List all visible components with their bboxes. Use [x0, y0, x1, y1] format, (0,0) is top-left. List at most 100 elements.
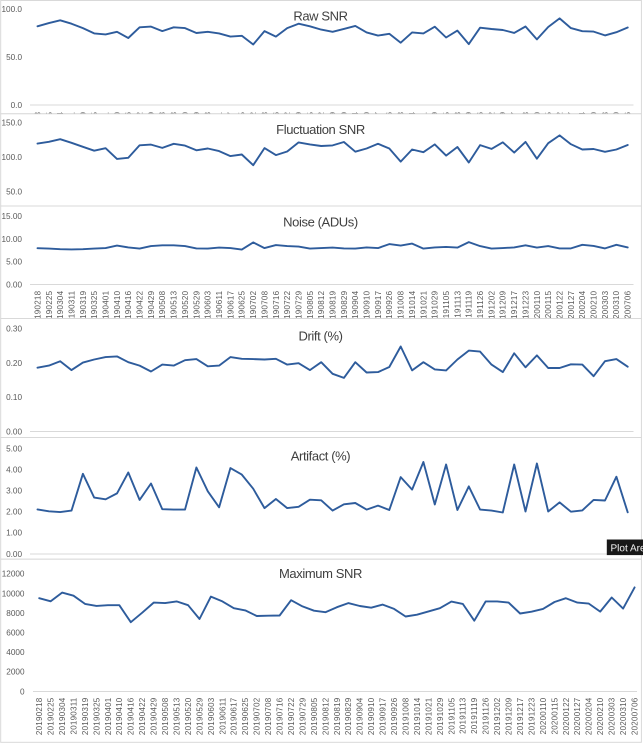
svg-text:6000: 6000 — [6, 629, 25, 638]
svg-text:20200210: 20200210 — [596, 697, 605, 735]
svg-text:10000: 10000 — [2, 589, 25, 598]
svg-text:5.00: 5.00 — [6, 445, 22, 454]
svg-text:Raw SNR: Raw SNR — [293, 9, 347, 24]
svg-text:20190812: 20190812 — [317, 290, 326, 328]
svg-text:12000: 12000 — [2, 570, 25, 579]
svg-text:20190904: 20190904 — [356, 697, 365, 735]
svg-text:20190702: 20190702 — [249, 290, 258, 328]
svg-text:20190910: 20190910 — [367, 697, 376, 735]
svg-text:20200210: 20200210 — [590, 290, 599, 328]
svg-text:0.20: 0.20 — [6, 359, 22, 368]
svg-text:20191014: 20191014 — [408, 290, 417, 328]
svg-text:20191021: 20191021 — [419, 290, 428, 328]
svg-text:20190729: 20190729 — [298, 697, 307, 735]
svg-text:20190611: 20190611 — [215, 290, 224, 327]
svg-text:20191029: 20191029 — [431, 290, 440, 328]
svg-text:20191126: 20191126 — [482, 697, 491, 734]
svg-text:8000: 8000 — [6, 609, 25, 618]
svg-text:20190410: 20190410 — [115, 697, 124, 735]
svg-text:20200310: 20200310 — [619, 697, 628, 735]
svg-text:20190225: 20190225 — [45, 290, 54, 328]
svg-text:0.00: 0.00 — [6, 550, 22, 559]
svg-text:20190904: 20190904 — [351, 290, 360, 328]
svg-text:20191008: 20191008 — [397, 290, 406, 328]
svg-text:20191119: 20191119 — [470, 697, 479, 734]
svg-text:20190910: 20190910 — [363, 290, 372, 328]
svg-text:20190416: 20190416 — [127, 697, 136, 735]
svg-text:20190722: 20190722 — [287, 697, 296, 735]
svg-text:20190729: 20190729 — [294, 290, 303, 328]
svg-text:Artifact (%): Artifact (%) — [291, 449, 351, 464]
svg-text:20190325: 20190325 — [92, 697, 101, 735]
svg-text:20191217: 20191217 — [510, 290, 519, 328]
svg-text:20190416: 20190416 — [124, 290, 133, 328]
svg-text:20191223: 20191223 — [521, 290, 530, 328]
svg-text:0.10: 0.10 — [6, 393, 22, 402]
svg-text:20191119: 20191119 — [465, 290, 474, 327]
svg-text:0.00: 0.00 — [6, 427, 22, 436]
svg-text:100.0: 100.0 — [2, 5, 23, 14]
svg-text:20200204: 20200204 — [578, 290, 587, 328]
svg-text:20190304: 20190304 — [56, 290, 65, 328]
svg-text:10.00: 10.00 — [2, 235, 23, 244]
svg-text:20190716: 20190716 — [272, 290, 281, 328]
svg-text:20191014: 20191014 — [413, 697, 422, 735]
svg-text:20190917: 20190917 — [374, 290, 383, 328]
svg-text:20190513: 20190513 — [170, 290, 179, 328]
svg-text:Maximum SNR: Maximum SNR — [279, 566, 362, 581]
svg-text:4000: 4000 — [6, 648, 25, 657]
svg-text:20191223: 20191223 — [527, 697, 536, 735]
svg-text:20191113: 20191113 — [453, 290, 462, 327]
svg-text:20190508: 20190508 — [158, 290, 167, 328]
svg-text:20190617: 20190617 — [230, 697, 239, 735]
svg-text:20200706: 20200706 — [624, 290, 633, 328]
svg-text:20191105: 20191105 — [442, 290, 451, 327]
svg-text:50.0: 50.0 — [6, 188, 22, 197]
svg-text:20190325: 20190325 — [90, 290, 99, 328]
svg-text:20190805: 20190805 — [306, 290, 315, 328]
svg-text:20190819: 20190819 — [329, 290, 338, 328]
svg-text:20200115: 20200115 — [550, 697, 559, 734]
svg-text:20190812: 20190812 — [321, 697, 330, 735]
svg-text:20190422: 20190422 — [136, 290, 145, 328]
svg-text:20190716: 20190716 — [276, 697, 285, 735]
svg-text:20191209: 20191209 — [499, 290, 508, 328]
svg-text:20191202: 20191202 — [487, 290, 496, 328]
svg-text:20190708: 20190708 — [264, 697, 273, 735]
svg-text:20190513: 20190513 — [173, 697, 182, 735]
svg-text:20190829: 20190829 — [340, 290, 349, 328]
svg-text:20190218: 20190218 — [33, 290, 42, 328]
svg-text:20190311: 20190311 — [68, 290, 77, 327]
svg-text:Fluctuation SNR: Fluctuation SNR — [276, 122, 365, 137]
svg-text:20190410: 20190410 — [113, 290, 122, 328]
svg-text:50.0: 50.0 — [6, 53, 22, 62]
svg-text:20191209: 20191209 — [505, 697, 514, 735]
svg-text:Noise (ADUs): Noise (ADUs) — [283, 215, 358, 230]
svg-text:20190401: 20190401 — [102, 290, 111, 328]
svg-text:20190702: 20190702 — [253, 697, 262, 735]
svg-text:20190819: 20190819 — [333, 697, 342, 735]
svg-text:1.00: 1.00 — [6, 529, 22, 538]
svg-text:Plot Are: Plot Are — [610, 543, 643, 554]
svg-text:20190926: 20190926 — [385, 290, 394, 328]
svg-text:20200122: 20200122 — [556, 290, 565, 328]
svg-text:20190603: 20190603 — [204, 290, 213, 328]
svg-text:0: 0 — [20, 687, 25, 696]
svg-text:20200122: 20200122 — [562, 697, 571, 735]
svg-text:20200115: 20200115 — [544, 290, 553, 327]
svg-text:20190429: 20190429 — [147, 290, 156, 328]
svg-text:20190625: 20190625 — [238, 290, 247, 328]
svg-text:20190829: 20190829 — [344, 697, 353, 735]
svg-text:20190319: 20190319 — [79, 290, 88, 328]
svg-text:20200110: 20200110 — [533, 290, 542, 327]
svg-text:20190520: 20190520 — [181, 290, 190, 328]
svg-text:20200303: 20200303 — [608, 697, 617, 735]
svg-text:Drift (%): Drift (%) — [298, 329, 342, 344]
svg-text:20200110: 20200110 — [539, 697, 548, 734]
svg-text:0.00: 0.00 — [6, 281, 22, 290]
svg-text:20190319: 20190319 — [81, 697, 90, 735]
svg-text:0.30: 0.30 — [6, 325, 22, 334]
svg-text:20190529: 20190529 — [195, 697, 204, 735]
svg-text:20190708: 20190708 — [260, 290, 269, 328]
svg-text:20191008: 20191008 — [402, 697, 411, 735]
